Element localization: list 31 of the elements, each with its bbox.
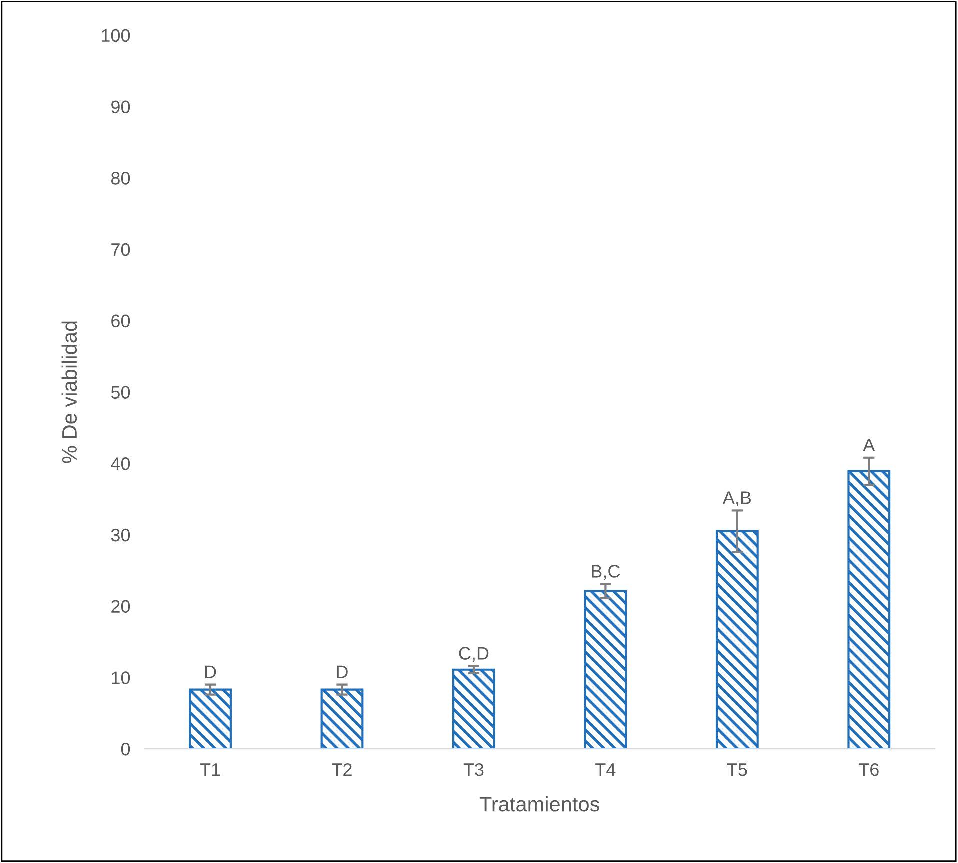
y-tick-label: 50 xyxy=(111,386,130,399)
annotation: A xyxy=(863,438,876,452)
y-tick-label: 60 xyxy=(112,314,130,328)
y-tick-label: 10 xyxy=(112,672,130,684)
y-tick-label: 20 xyxy=(112,600,130,614)
bar xyxy=(584,590,628,750)
x-tick-label: T5 xyxy=(727,764,748,776)
annotation: D xyxy=(205,666,216,678)
annotation: C,D xyxy=(459,647,489,662)
y-tick-label: 40 xyxy=(111,458,130,470)
y-axis-title: % De viabilidad xyxy=(62,322,78,464)
annotation: B,C xyxy=(592,565,620,580)
x-tick-label: T1 xyxy=(200,764,220,776)
x-tick-label: T3 xyxy=(464,763,484,776)
y-tick-label: 70 xyxy=(112,243,130,256)
y-tick-label: 30 xyxy=(111,528,130,542)
y-tick-label: 80 xyxy=(111,172,130,185)
y-tick-label: 0 xyxy=(121,743,130,756)
annotation: A,B xyxy=(722,492,752,506)
bar xyxy=(716,530,759,750)
bar xyxy=(189,688,232,750)
x-tick-label: T4 xyxy=(596,764,616,776)
annotation: D xyxy=(337,666,348,678)
x-tick-label: T6 xyxy=(859,763,879,776)
x-axis-title: Tratamientos xyxy=(480,796,600,812)
bar xyxy=(848,470,891,750)
bar xyxy=(452,668,496,750)
x-tick-label: T2 xyxy=(332,763,352,776)
y-tick-label: 90 xyxy=(112,100,130,114)
bar xyxy=(320,688,364,750)
y-tick-label: 100 xyxy=(102,29,130,42)
